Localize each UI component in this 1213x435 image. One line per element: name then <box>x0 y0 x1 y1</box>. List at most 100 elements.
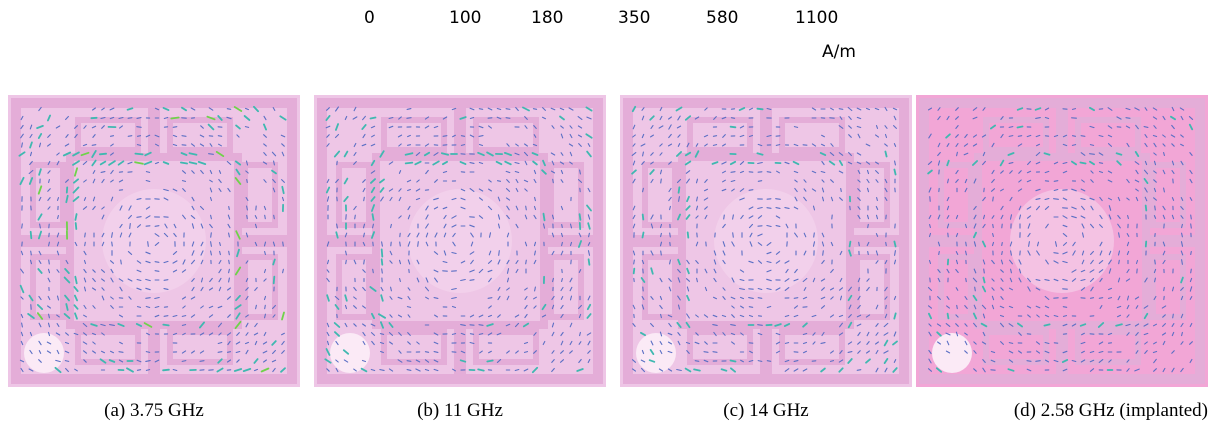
current-arrow <box>155 262 159 263</box>
current-arrow <box>966 242 967 246</box>
current-arrow <box>695 361 699 362</box>
current-arrow <box>182 316 185 317</box>
current-arrow <box>525 352 528 353</box>
current-arrow <box>767 172 771 173</box>
current-arrow <box>155 271 159 272</box>
current-arrow <box>498 181 501 182</box>
current-arrow <box>993 224 994 227</box>
current-arrow <box>643 188 644 191</box>
current-arrow <box>470 163 474 164</box>
current-arrow <box>526 206 527 210</box>
current-arrow <box>731 361 736 362</box>
current-arrow <box>173 127 177 128</box>
panel-c: (c) 14 GHz <box>620 95 912 435</box>
current-arrow <box>1191 252 1192 255</box>
current-arrow <box>957 152 958 155</box>
current-arrow <box>1080 163 1085 164</box>
current-arrow <box>589 233 590 236</box>
current-arrow <box>211 215 212 218</box>
current-arrow <box>137 118 141 119</box>
current-arrow <box>1009 127 1013 128</box>
current-arrow <box>589 259 590 264</box>
current-arrow <box>1081 136 1085 137</box>
current-arrow <box>533 109 536 110</box>
scale-tick-100: 100 <box>449 8 481 28</box>
current-arrow <box>148 242 149 247</box>
current-arrow <box>1018 127 1023 128</box>
current-arrow <box>1009 343 1012 344</box>
current-arrow <box>229 251 230 254</box>
current-arrow <box>749 307 752 308</box>
current-arrow <box>1054 199 1059 200</box>
current-arrow <box>182 361 186 362</box>
caption-a: (a) 3.75 GHz <box>8 400 300 422</box>
current-arrow <box>470 280 474 281</box>
current-arrow <box>670 260 671 264</box>
current-arrow <box>580 170 581 174</box>
current-arrow <box>679 187 680 192</box>
current-arrow <box>553 278 554 281</box>
current-arrow <box>229 278 230 282</box>
current-arrow <box>984 269 985 273</box>
current-arrow <box>814 233 815 237</box>
current-arrow <box>274 161 275 165</box>
current-arrow <box>22 224 23 228</box>
current-arrow <box>382 249 383 256</box>
current-arrow <box>643 233 644 238</box>
current-arrow <box>119 352 123 353</box>
current-arrow <box>776 199 781 200</box>
current-arrow <box>121 260 122 264</box>
current-arrow <box>364 260 365 264</box>
current-arrow <box>373 269 374 272</box>
current-arrow <box>1191 215 1192 219</box>
current-arrow <box>373 214 374 220</box>
current-arrow <box>966 278 967 281</box>
current-arrow <box>130 224 131 229</box>
current-arrow <box>100 154 106 155</box>
current-arrow <box>993 197 994 201</box>
center-disk <box>714 189 818 293</box>
current-arrow <box>713 136 716 137</box>
current-arrow <box>137 199 141 200</box>
current-arrow <box>1063 307 1066 308</box>
current-arrow <box>661 233 662 236</box>
current-arrow <box>688 232 689 237</box>
current-arrow <box>1090 154 1095 155</box>
current-arrow <box>355 215 356 219</box>
current-arrow <box>535 251 536 255</box>
current-arrow <box>1091 298 1094 299</box>
current-arrow <box>1044 324 1049 325</box>
current-arrow <box>406 163 413 164</box>
current-arrow <box>137 145 140 146</box>
current-arrow <box>1054 253 1058 254</box>
current-arrow <box>1002 243 1003 246</box>
current-arrow <box>283 269 284 272</box>
current-arrow <box>948 179 949 183</box>
current-arrow <box>697 278 698 281</box>
current-arrow <box>407 118 411 119</box>
current-arrow <box>1054 181 1058 182</box>
scale-tick-580: 580 <box>706 8 738 28</box>
current-arrow <box>580 214 581 220</box>
current-arrow <box>200 361 204 362</box>
current-arrow <box>895 161 896 165</box>
current-arrow <box>886 242 887 245</box>
current-arrow <box>346 260 347 263</box>
current-arrow <box>758 325 763 326</box>
current-arrow <box>731 118 734 119</box>
current-arrow <box>562 242 563 245</box>
scale-tick-1100: 1100 <box>795 8 838 28</box>
current-arrow <box>452 334 455 335</box>
current-arrow <box>171 118 178 119</box>
current-arrow <box>229 233 230 237</box>
current-arrow <box>245 127 248 128</box>
center-disk <box>102 189 206 293</box>
current-arrow <box>885 152 886 157</box>
panel-b: (b) 11 GHz <box>314 95 606 435</box>
current-arrow <box>146 352 149 353</box>
current-arrow <box>553 179 554 182</box>
current-arrow <box>164 280 168 281</box>
current-distribution-c <box>620 95 912 387</box>
current-arrow <box>758 298 762 299</box>
current-arrow <box>1182 224 1183 227</box>
